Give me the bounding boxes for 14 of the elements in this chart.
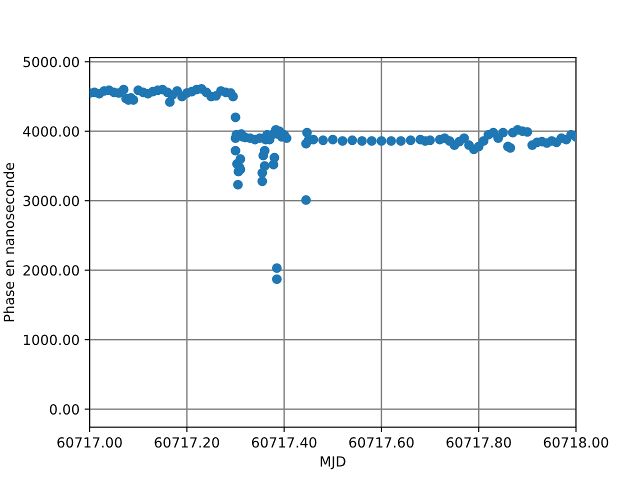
x-tick-label: 60717.80 — [446, 437, 511, 448]
x-axis-title: MJD — [320, 456, 346, 470]
y-tick-label: 3000.00 — [24, 196, 79, 206]
x-tick-label: 60717.40 — [252, 437, 316, 448]
x-tick-label: 60717.60 — [349, 437, 414, 448]
y-axis-title: Phase en nanoseconde — [3, 162, 14, 322]
y-tick-label: 0.00 — [50, 404, 79, 415]
y-tick-label: 2000.00 — [23, 265, 79, 276]
y-tick-label: 1000.00 — [24, 334, 79, 346]
x-tick-label: 60717.00 — [57, 437, 122, 448]
y-tick-label: 5000.00 — [24, 56, 79, 68]
x-tick-label: 60718.00 — [544, 437, 608, 448]
y-tick-label: 4000.00 — [23, 126, 79, 137]
x-tick-label: 60717.20 — [154, 437, 220, 448]
